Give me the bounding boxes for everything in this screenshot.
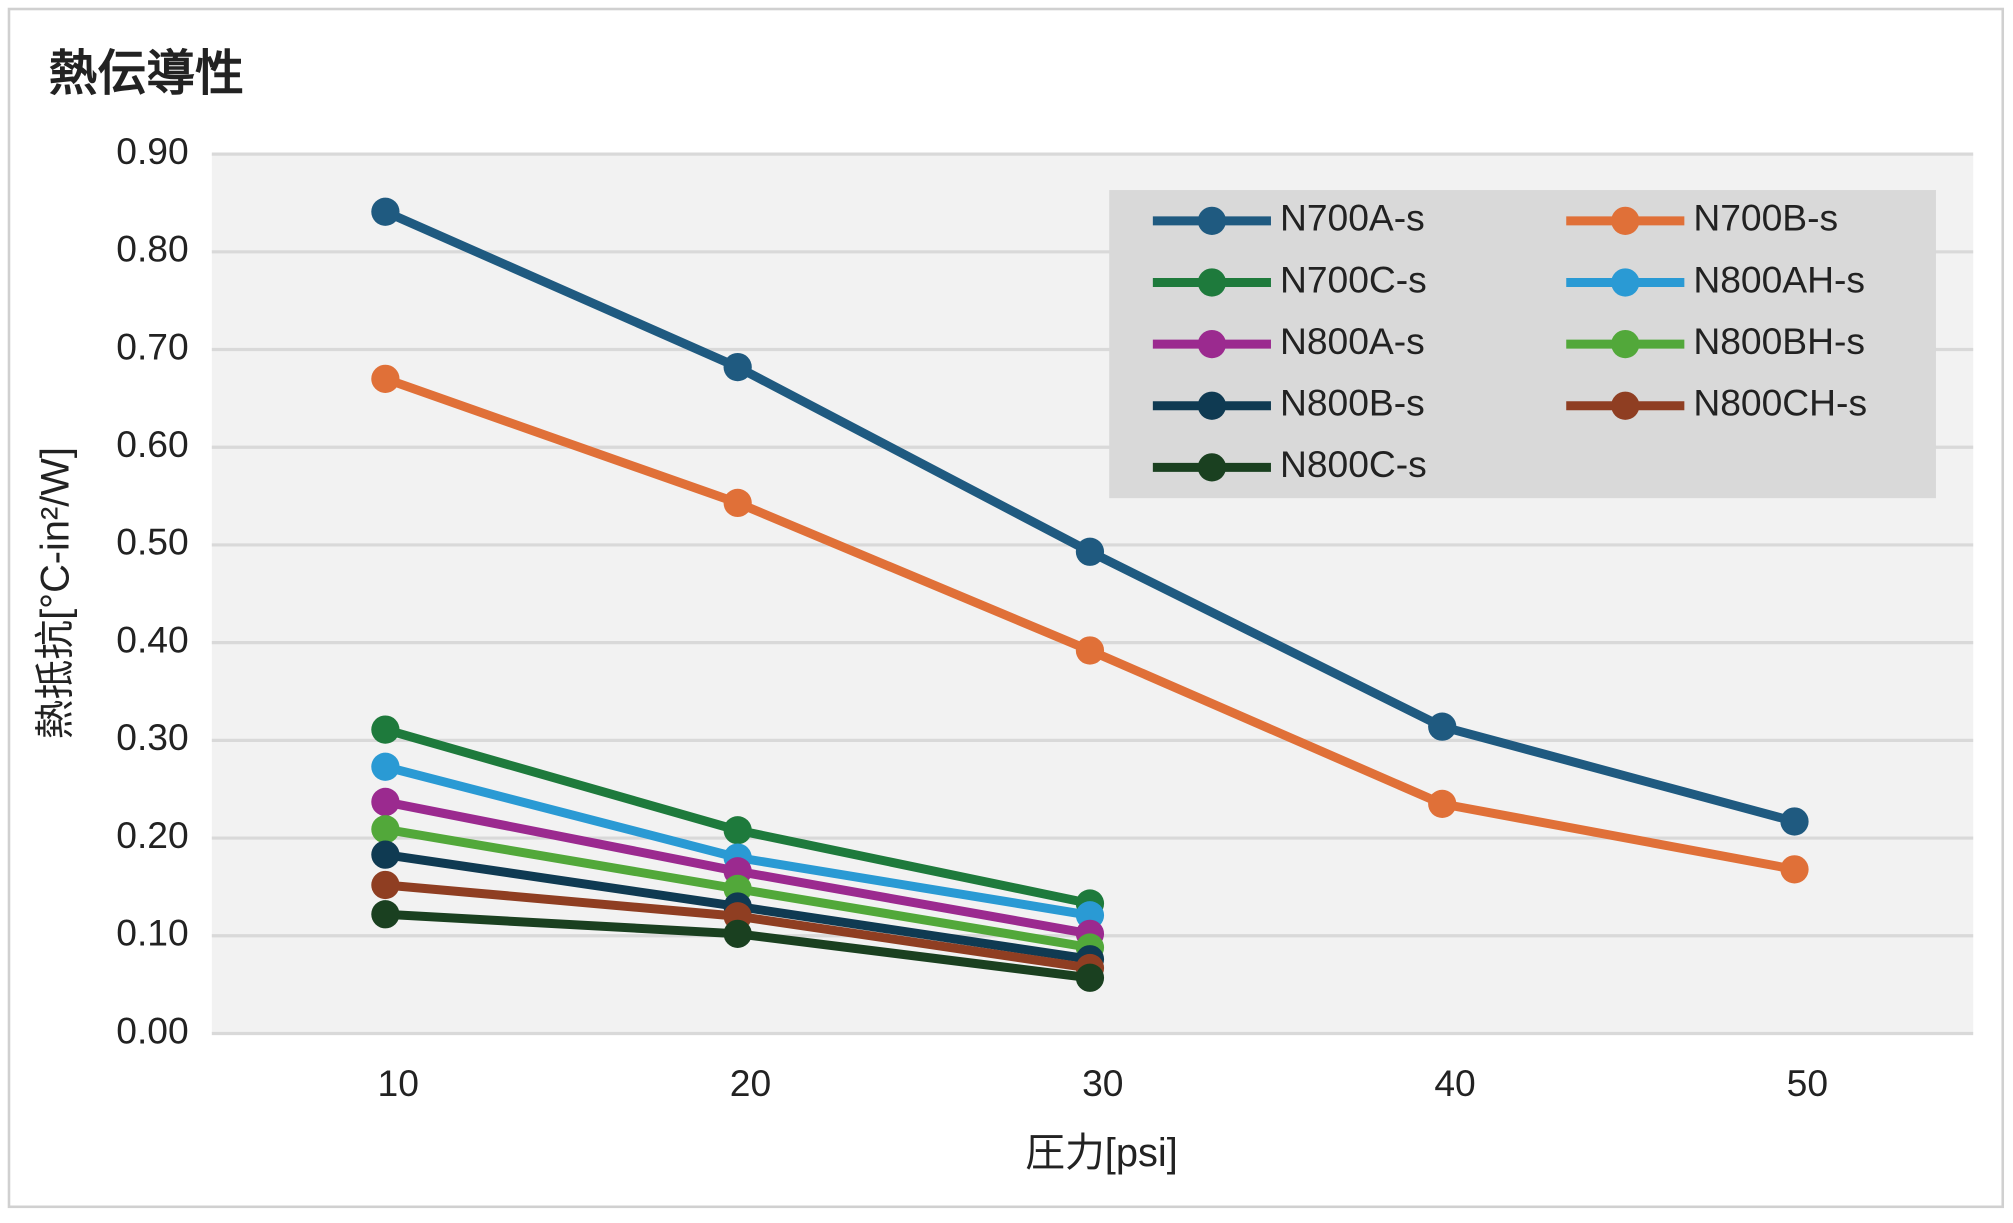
data-point — [1428, 712, 1457, 741]
legend-label: N800B-s — [1280, 382, 1425, 424]
legend-marker — [1611, 391, 1640, 420]
legend-label: N800CH-s — [1693, 382, 1867, 424]
data-point — [723, 816, 752, 845]
data-point — [371, 715, 400, 744]
data-point — [723, 352, 752, 382]
y-tick-label: 0.20 — [116, 814, 188, 856]
legend-label: N800A-s — [1280, 320, 1425, 362]
data-point — [1428, 789, 1457, 818]
y-tick-label: 0.30 — [116, 716, 188, 758]
legend-marker — [1611, 268, 1640, 297]
y-tick-label: 0.80 — [116, 228, 188, 270]
data-point — [371, 364, 400, 393]
data-point — [723, 488, 752, 518]
data-point — [371, 197, 400, 226]
legend-marker — [1197, 453, 1227, 482]
x-tick-label: 10 — [378, 1062, 419, 1104]
y-tick-label: 0.10 — [116, 912, 188, 954]
x-axis-label: 圧力[psi] — [1025, 1131, 1178, 1175]
x-tick-label: 50 — [1787, 1062, 1828, 1104]
legend-marker — [1197, 391, 1227, 420]
y-tick-label: 0.40 — [116, 618, 188, 660]
legend-marker — [1197, 268, 1227, 297]
data-point — [371, 752, 400, 781]
legend-marker — [1197, 329, 1227, 359]
x-tick-label: 20 — [730, 1062, 771, 1104]
data-point — [371, 900, 400, 929]
data-point — [1075, 636, 1105, 665]
data-point — [1780, 855, 1809, 884]
legend-label: N800AH-s — [1693, 258, 1865, 300]
y-tick-label: 0.50 — [116, 521, 188, 563]
legend-marker — [1611, 329, 1640, 359]
legend-marker — [1611, 206, 1640, 235]
legend-label: N700C-s — [1280, 258, 1427, 300]
x-tick-label: 40 — [1434, 1062, 1475, 1104]
data-point — [371, 815, 400, 844]
data-point — [723, 919, 752, 948]
y-tick-label: 0.00 — [116, 1009, 188, 1051]
y-tick-label: 0.70 — [116, 325, 188, 367]
data-point — [371, 787, 400, 817]
y-axis-label: 熱抵抗[°C-in²/W] — [33, 447, 77, 739]
legend-label: N700B-s — [1693, 197, 1838, 239]
legend-marker — [1197, 206, 1227, 235]
legend-label: N700A-s — [1280, 197, 1425, 239]
chart-title: 熱伝導性 — [49, 47, 244, 101]
x-tick-label: 30 — [1082, 1062, 1123, 1104]
y-tick-label: 0.90 — [116, 130, 188, 172]
data-point — [1075, 537, 1105, 566]
y-tick-label: 0.60 — [116, 423, 188, 465]
legend-label: N800C-s — [1280, 443, 1427, 485]
data-point — [371, 870, 400, 900]
data-point — [371, 840, 400, 869]
legend-label: N800BH-s — [1693, 320, 1865, 362]
data-point — [1075, 963, 1105, 992]
data-point — [1780, 807, 1809, 836]
